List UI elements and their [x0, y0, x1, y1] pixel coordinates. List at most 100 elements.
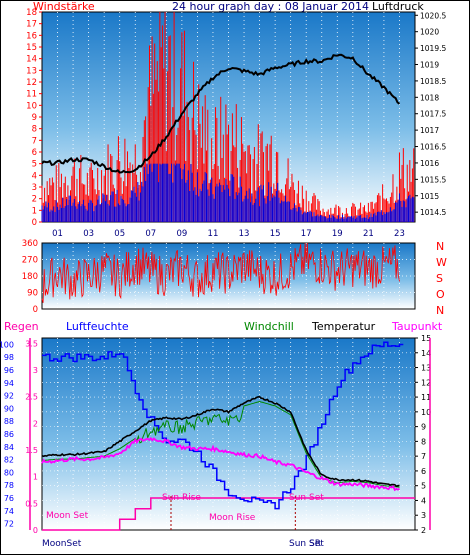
- wind-tick-label: 6: [32, 148, 37, 158]
- pressure-tick-label: 1018: [420, 93, 439, 102]
- direction-tick-label: 270: [22, 256, 38, 266]
- temperature-tick-label: 14: [421, 349, 431, 358]
- pressure-line: [41, 53, 401, 174]
- humidity-tick-label: 76: [4, 494, 14, 503]
- pressure-tick-label: 1016.5: [420, 143, 446, 152]
- sunset-bottom-label: Sun Set: [289, 539, 324, 549]
- moonset-bottom-label: MoonSet: [42, 539, 82, 549]
- hour-label: 09: [176, 229, 187, 239]
- wind-tick-label: 9: [32, 113, 37, 123]
- wind-tick-label: 5: [32, 160, 37, 170]
- humidity-tick-label: 96: [4, 366, 14, 375]
- temperature-tick-label: 15: [421, 334, 431, 343]
- temperature-tick-label: 13: [421, 364, 431, 373]
- pressure-tick-label: 1020: [420, 28, 439, 37]
- wind-tick-label: 3: [32, 183, 37, 193]
- wind-tick-label: 1: [32, 206, 37, 216]
- dewpoint-label: Taupunkt: [391, 320, 443, 333]
- temperature-tick-label: 7: [421, 452, 426, 461]
- pressure-tick-label: 1017.5: [420, 110, 446, 119]
- pressure-tick-label: 1017: [420, 126, 439, 135]
- temperature-tick-label: 9: [421, 423, 426, 432]
- climate-axes: 00.511.522.533.5727476788082848688909294…: [0, 334, 431, 535]
- hour-label: 05: [114, 229, 125, 239]
- rain-tick-label: 2: [33, 419, 38, 428]
- rain-label: Regen: [4, 320, 39, 333]
- wind-tick-label: 17: [26, 20, 37, 30]
- humidity-tick-label: 88: [4, 417, 14, 426]
- temperature-tick-label: 4: [421, 496, 426, 505]
- compass-letter: W: [436, 256, 447, 269]
- compass-letter: N: [436, 304, 444, 317]
- moon-rise-annotation: Moon Rise: [209, 513, 256, 523]
- temperature-tick-label: 12: [421, 378, 431, 387]
- direction-series: [41, 242, 400, 303]
- compass-letter: O: [436, 288, 445, 301]
- hour-label: 11: [208, 229, 219, 239]
- moon-set-annotation: Moon Set: [46, 511, 89, 521]
- humidity-tick-label: 80: [4, 468, 14, 477]
- wind-series: [41, 12, 415, 222]
- humidity-tick-label: 82: [4, 456, 14, 465]
- humidity-tick-label: 90: [4, 404, 14, 413]
- wind-tick-label: 11: [26, 90, 37, 100]
- sun-set-annotation: Sun Set: [289, 493, 324, 503]
- hour-label: 19: [332, 229, 343, 239]
- hour-label: 21: [363, 229, 374, 239]
- wind-grid: [57, 12, 400, 222]
- humidity-tick-label: 100: [0, 340, 14, 349]
- hour-label: 01: [52, 229, 63, 239]
- wind-tick-label: 18: [26, 8, 37, 18]
- pressure-tick-label: 1019.5: [420, 44, 446, 53]
- temperature-tick-label: 11: [421, 393, 431, 402]
- rain-tick-label: 1: [33, 473, 38, 482]
- direction-tick-label: 0: [33, 305, 38, 315]
- temperature-tick-label: 10: [421, 408, 431, 417]
- pressure-tick-label: 1019: [420, 61, 439, 70]
- wind-tick-label: 15: [26, 43, 37, 53]
- direction-tick-label: 90: [27, 289, 38, 299]
- temperature-tick-label: 2: [421, 526, 426, 535]
- humidity-line: [42, 341, 404, 510]
- temperature-label: Temperatur: [311, 320, 376, 333]
- rain-tick-label: 2.5: [25, 393, 38, 402]
- temperature-tick-label: 8: [421, 437, 426, 446]
- direction-line: [41, 242, 400, 303]
- rain-line: [42, 497, 415, 531]
- direction-tick-label: 180: [22, 272, 38, 282]
- pressure-tick-label: 1018.5: [420, 77, 446, 86]
- pressure-tick-label: 1015.5: [420, 175, 446, 184]
- temperature-tick-label: 6: [421, 467, 426, 476]
- wind-tick-label: 7: [32, 136, 37, 146]
- wind-title: Windstärke: [33, 0, 95, 13]
- pressure-tick-label: 1015: [420, 192, 439, 201]
- humidity-tick-label: 72: [4, 520, 14, 529]
- wind-tick-label: 2: [32, 195, 37, 205]
- hour-label: 17: [301, 229, 312, 239]
- windchill-label: Windchill: [244, 320, 294, 333]
- humidity-tick-label: 98: [4, 353, 14, 362]
- temperature-tick-label: 5: [421, 482, 426, 491]
- humidity-tick-label: 78: [4, 481, 14, 490]
- hour-label: 13: [239, 229, 250, 239]
- hour-label: 07: [145, 229, 156, 239]
- wind-tick-label: 4: [32, 171, 37, 181]
- sun-rise-annotation: Sun Rise: [162, 493, 201, 503]
- direction-tick-label: 360: [22, 239, 38, 249]
- hour-label: 23: [394, 229, 405, 239]
- rain-tick-label: 3: [33, 366, 38, 375]
- temperature-line: [41, 395, 400, 488]
- rain-tick-label: 0.5: [25, 499, 38, 508]
- hour-label: 03: [83, 229, 94, 239]
- wind-tick-label: 8: [32, 125, 37, 135]
- compass-letter: S: [436, 272, 443, 285]
- wind-pressure-axes: 01234567891011121314151617181014.5101510…: [26, 8, 446, 239]
- compass-letter: N: [436, 240, 444, 253]
- rain-tick-label: 0: [33, 526, 38, 535]
- wind-tick-label: 16: [26, 31, 37, 41]
- wind-tick-label: 13: [26, 66, 37, 76]
- wind-tick-label: 10: [26, 101, 37, 111]
